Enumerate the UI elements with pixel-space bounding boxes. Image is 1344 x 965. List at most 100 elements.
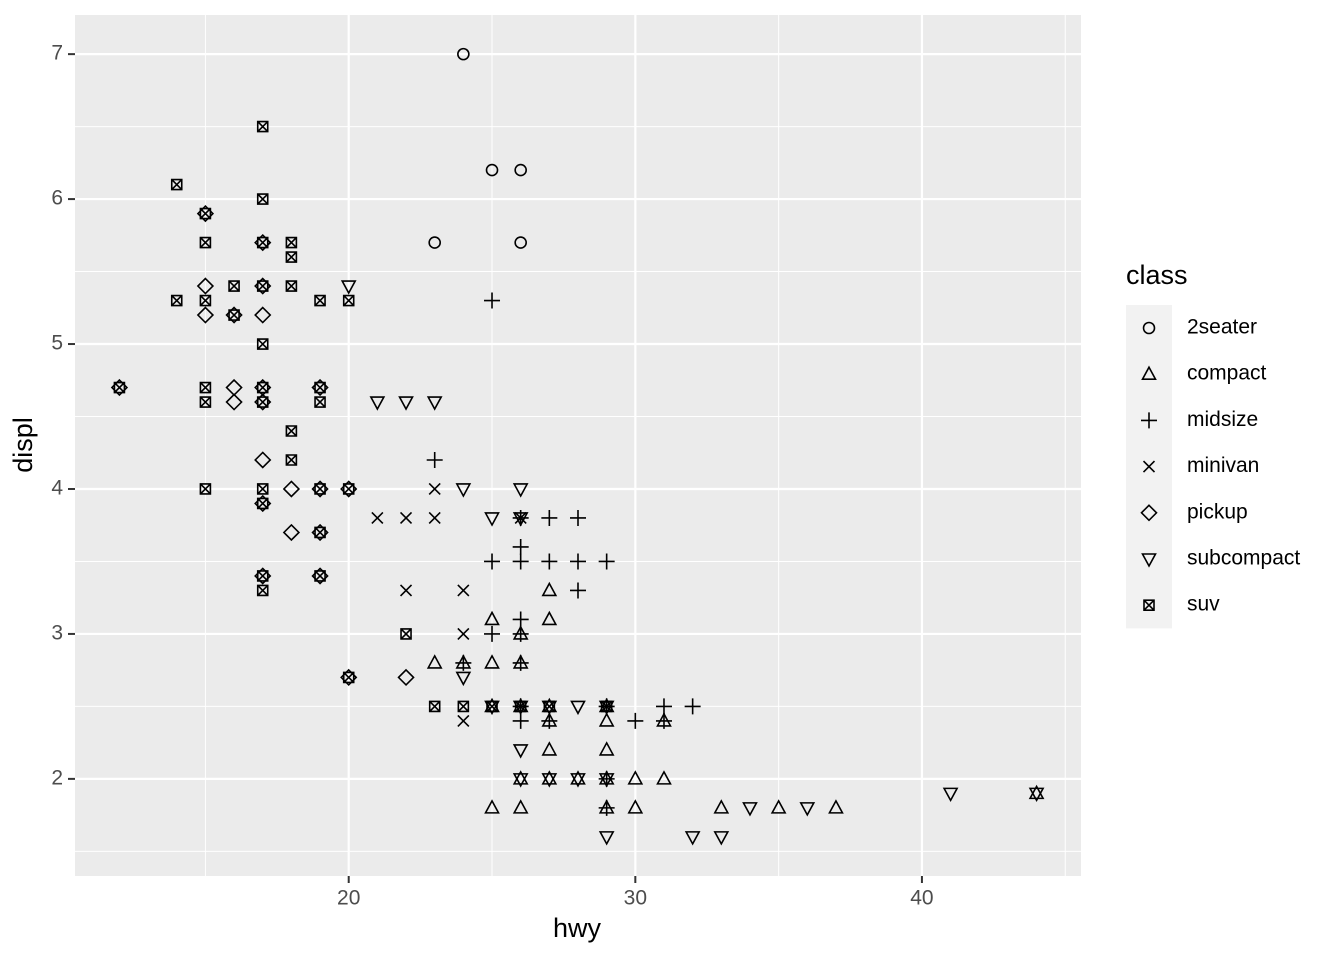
point — [314, 526, 326, 539]
point — [570, 700, 586, 716]
point — [514, 511, 527, 525]
point — [254, 306, 272, 324]
point — [457, 627, 470, 640]
point — [512, 799, 529, 814]
point — [199, 207, 212, 220]
point — [170, 178, 183, 191]
legend-glyph — [1142, 460, 1156, 473]
point — [228, 280, 240, 292]
point — [484, 553, 501, 570]
point — [225, 393, 243, 411]
point — [285, 236, 298, 249]
point — [570, 582, 586, 599]
point — [598, 712, 615, 727]
point — [256, 584, 269, 597]
y-tick-label: 3 — [51, 621, 63, 644]
point — [285, 251, 298, 263]
point — [397, 668, 415, 687]
point — [684, 831, 701, 846]
point — [684, 698, 701, 715]
point — [426, 396, 443, 411]
legend-label: midsize — [1187, 408, 1258, 431]
point — [598, 741, 615, 756]
point — [598, 773, 615, 788]
point — [541, 610, 558, 626]
point — [369, 396, 386, 411]
point — [457, 714, 470, 727]
legend-title: class — [1126, 260, 1188, 290]
point — [199, 381, 212, 394]
point — [170, 294, 183, 307]
point — [256, 236, 269, 249]
point — [428, 482, 441, 496]
point — [486, 700, 498, 713]
point — [371, 511, 384, 525]
point — [256, 338, 269, 350]
point — [512, 744, 529, 759]
point — [256, 381, 269, 394]
point — [256, 280, 269, 292]
point — [484, 625, 501, 642]
point — [514, 700, 527, 713]
legend-glyph — [1140, 504, 1158, 522]
point — [770, 799, 787, 814]
point — [256, 483, 269, 495]
point — [285, 280, 298, 292]
legend-label: pickup — [1187, 500, 1248, 523]
point — [627, 712, 644, 729]
point — [254, 451, 272, 469]
y-tick-label: 5 — [51, 332, 63, 355]
point — [314, 294, 326, 307]
point — [340, 280, 357, 295]
point — [455, 671, 472, 687]
legend-label: 2seater — [1187, 316, 1257, 339]
point — [512, 538, 529, 555]
point — [1028, 784, 1045, 800]
point — [285, 454, 298, 466]
y-tick-label: 4 — [51, 477, 63, 500]
point — [942, 787, 959, 803]
point — [282, 523, 301, 542]
legend-glyph — [1143, 599, 1155, 611]
y-axis-title: displ — [8, 417, 38, 473]
point — [541, 553, 558, 570]
point — [314, 570, 326, 582]
point — [282, 480, 301, 498]
point — [484, 610, 500, 626]
point — [196, 277, 215, 295]
point — [199, 483, 212, 495]
point — [314, 396, 326, 408]
point — [455, 654, 472, 671]
point — [512, 611, 529, 628]
point — [512, 553, 529, 570]
y-tick-label: 6 — [51, 187, 63, 210]
point — [541, 509, 558, 526]
x-axis-title: hwy — [553, 913, 602, 943]
point — [484, 292, 501, 309]
legend-label: minivan — [1187, 454, 1259, 477]
point — [570, 773, 586, 788]
point — [627, 770, 644, 785]
legend-glyph — [1141, 412, 1157, 429]
point — [512, 712, 529, 729]
point — [400, 628, 412, 640]
x-tick-label: 30 — [624, 887, 647, 910]
point — [256, 396, 269, 408]
point — [655, 712, 672, 729]
point — [426, 451, 443, 468]
point — [285, 425, 298, 437]
point — [514, 236, 527, 249]
point — [426, 654, 443, 669]
legend-glyph — [1141, 365, 1157, 380]
point — [598, 799, 615, 816]
point — [514, 163, 527, 177]
point — [399, 584, 413, 597]
point — [541, 712, 558, 729]
legend-label: subcompact — [1187, 547, 1300, 570]
point — [512, 654, 529, 671]
point — [428, 236, 441, 249]
point — [342, 671, 355, 684]
point — [598, 553, 615, 570]
point — [314, 483, 326, 495]
